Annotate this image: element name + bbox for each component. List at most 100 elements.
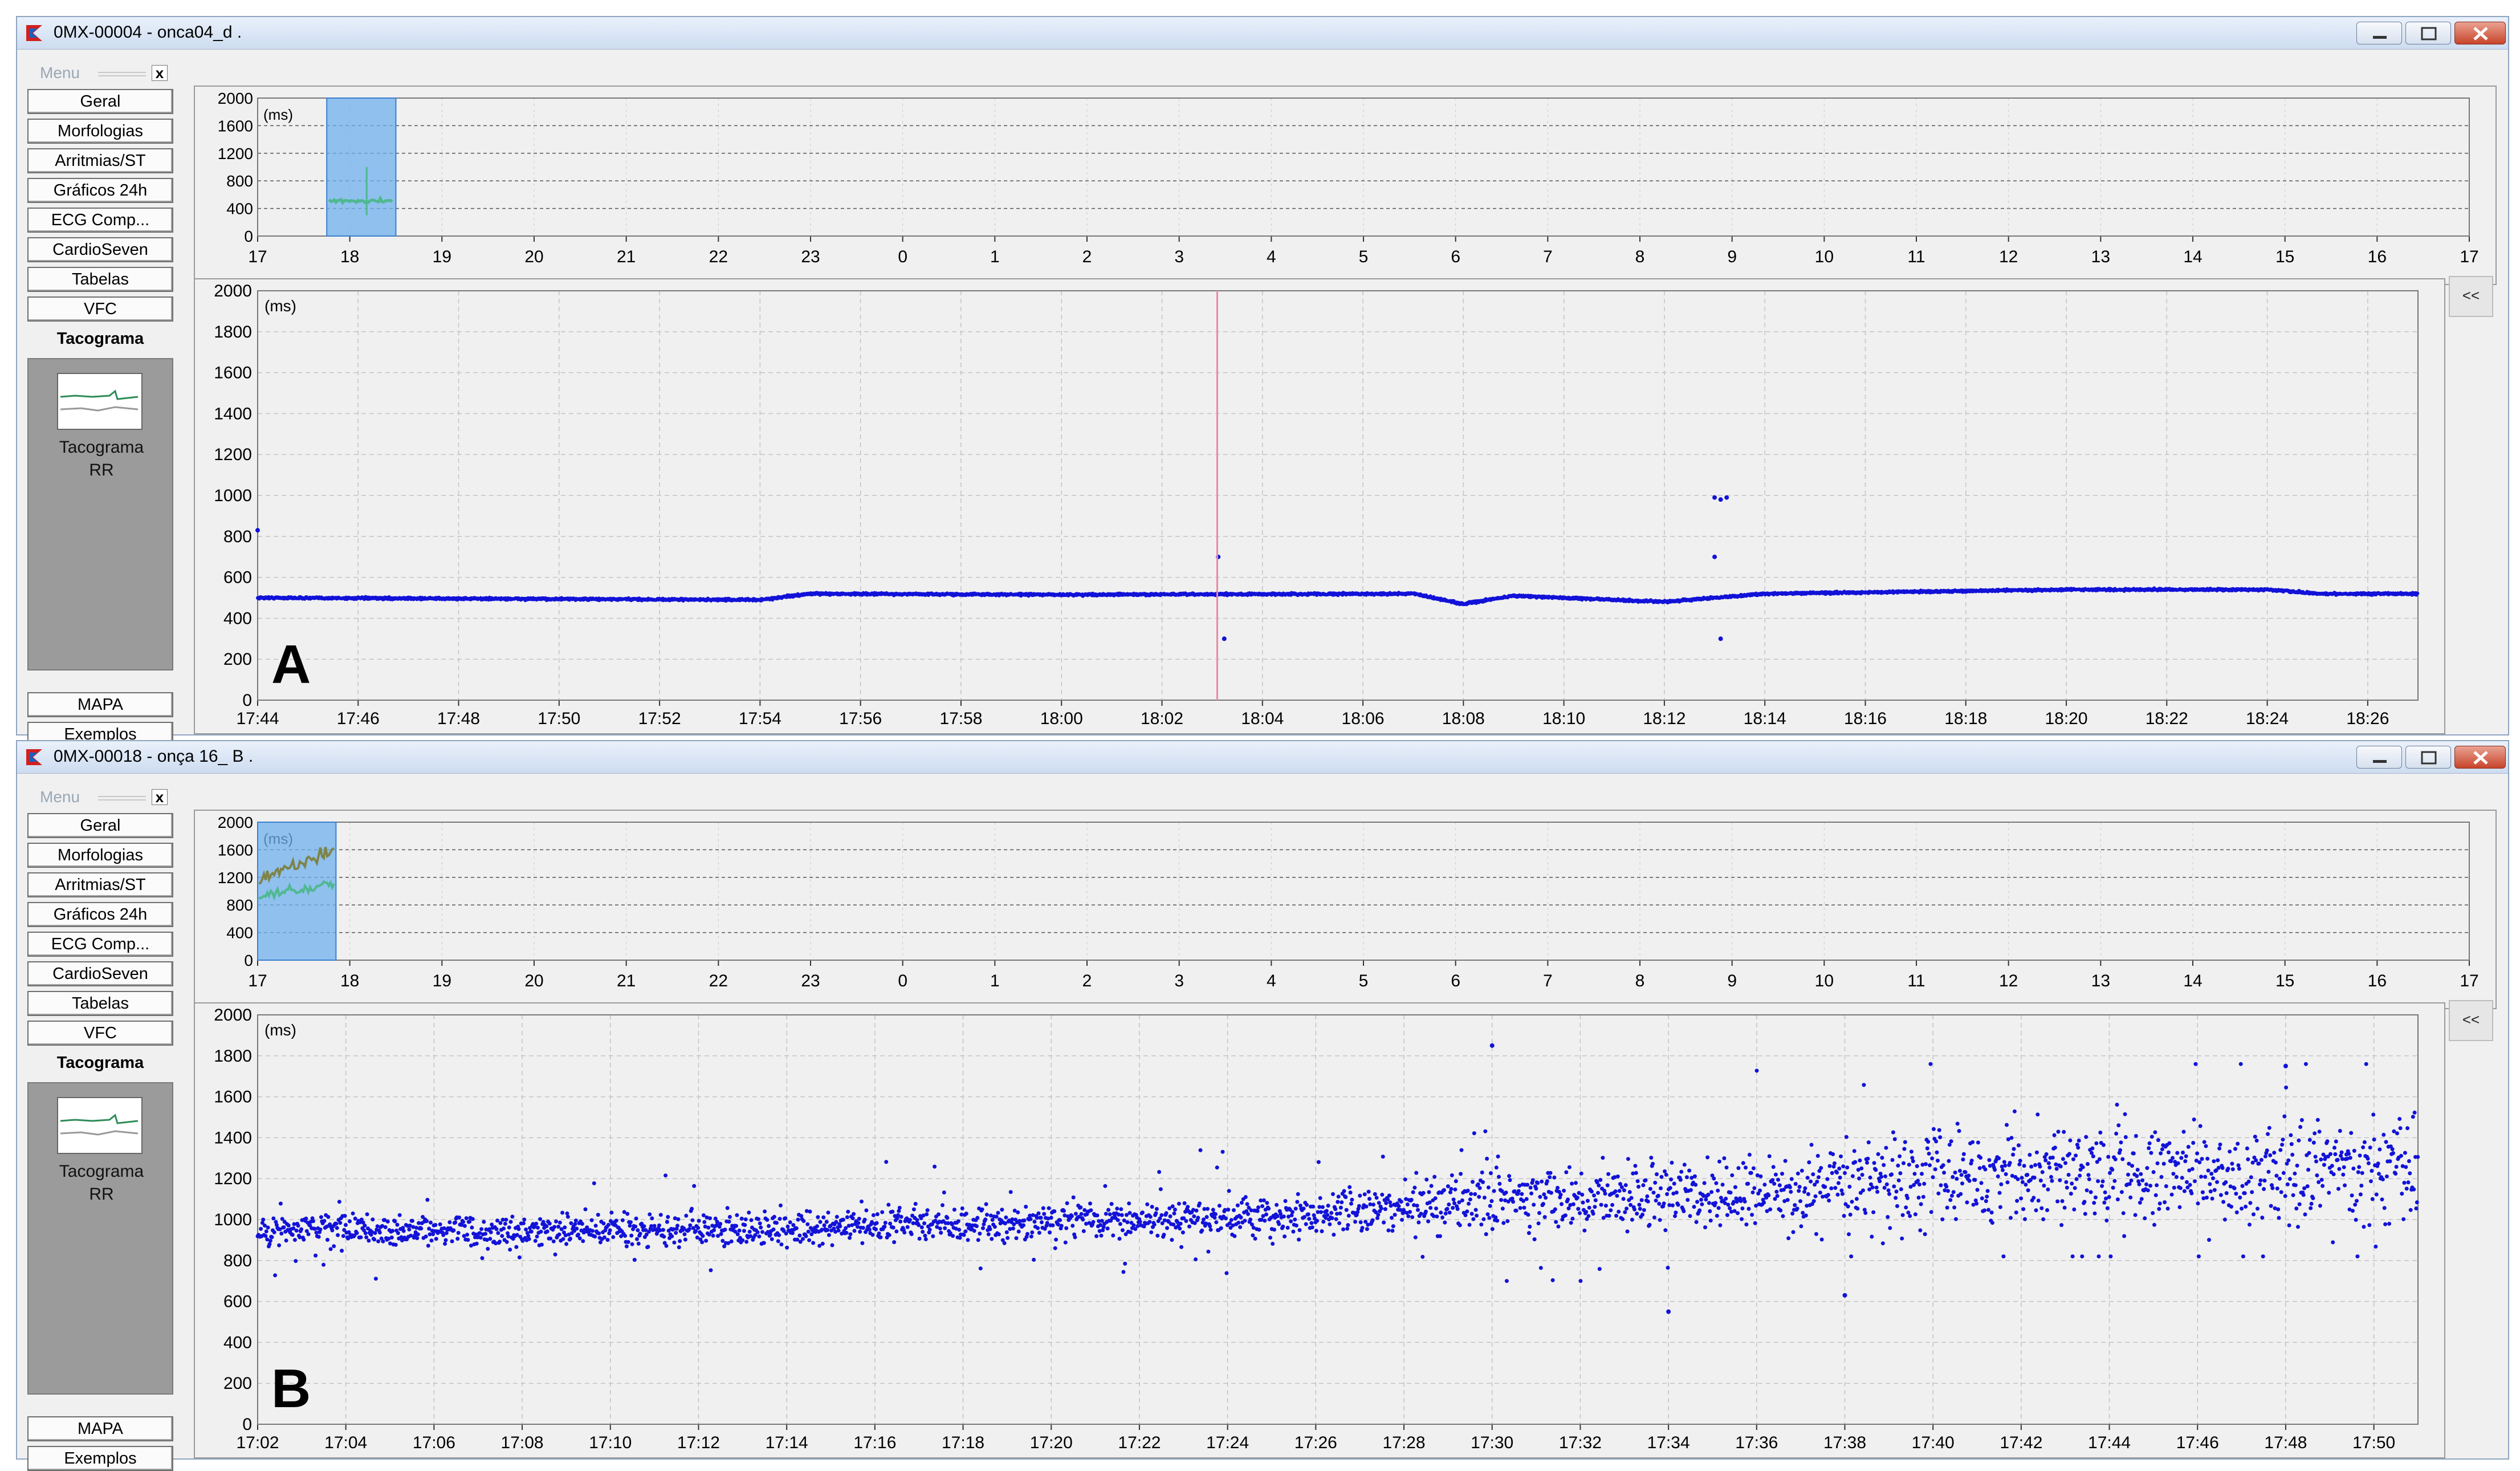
tachogram-x-tick: 17:58 — [939, 709, 982, 728]
overview-y-tick: 400 — [226, 200, 253, 218]
tachogram-x-tick: 17:46 — [337, 709, 380, 728]
overview-x-tick: 0 — [898, 247, 907, 266]
overview-y-tick: 0 — [244, 227, 253, 245]
maximize-button[interactable] — [2405, 22, 2451, 44]
overview-x-tick: 17 — [2460, 247, 2478, 266]
tachogram-x-tick: 18:18 — [1944, 709, 1987, 728]
tachogram-x-tick: 18:10 — [1542, 709, 1585, 728]
minimize-button[interactable] — [2356, 22, 2402, 44]
overview-x-tick: 22 — [709, 247, 728, 266]
tacograma-submenu-panel: Tacograma RR — [27, 358, 173, 671]
tachogram-x-tick: 18:12 — [1643, 709, 1686, 728]
overview-x-tick: 15 — [2275, 247, 2294, 266]
tachogram-y-tick: 2000 — [214, 282, 252, 300]
overview-x-tick: 9 — [1727, 247, 1737, 266]
overview-unit-label: (ms) — [263, 106, 293, 123]
overview-x-tick: 7 — [1543, 247, 1553, 266]
rr-points — [255, 495, 2419, 641]
submenu-label-tacograma[interactable]: Tacograma — [29, 438, 174, 457]
menu-grip[interactable] — [98, 72, 146, 76]
menu-item-cardioseven[interactable]: CardioSeven — [27, 237, 173, 262]
menu-item-mapa[interactable]: MAPA — [27, 692, 173, 717]
tacograma-window-a: 0MX-00004 - onca04_d . Menu x Geral Morf… — [16, 16, 2509, 735]
tachogram-x-tick: 18:00 — [1040, 709, 1083, 728]
menu-item-morfologias[interactable]: Morfologias — [27, 119, 173, 144]
overview-x-tick: 1 — [990, 247, 1000, 266]
tachogram-y-tick: 200 — [223, 650, 252, 669]
overview-x-tick: 6 — [1451, 247, 1460, 266]
tachogram-x-tick: 18:04 — [1241, 709, 1284, 728]
tachogram-y-tick: 800 — [223, 527, 252, 546]
overview-x-tick: 21 — [617, 247, 636, 266]
menu-item-graficos-24h[interactable]: Gráficos 24h — [27, 178, 173, 203]
overview-x-tick: 19 — [433, 247, 451, 266]
overview-selection-window — [327, 98, 396, 236]
menu-item-ecg-comp[interactable]: ECG Comp... — [27, 208, 173, 233]
tachogram-y-tick: 1200 — [214, 445, 252, 464]
window-title: 0MX-00004 - onca04_d . — [54, 23, 242, 42]
tachogram-x-tick: 18:14 — [1744, 709, 1786, 728]
tachogram-unit-label: (ms) — [264, 297, 296, 315]
tachogram-x-tick: 17:44 — [236, 709, 279, 728]
tachogram-x-tick: 17:56 — [839, 709, 882, 728]
overview-x-tick: 14 — [2183, 247, 2202, 266]
minimize-icon — [2357, 22, 2403, 45]
tachogram-x-tick: 18:24 — [2246, 709, 2289, 728]
overview-x-tick: 16 — [2368, 247, 2387, 266]
tachogram-plot[interactable]: 200018001600140012001000800600400200017:… — [195, 279, 2444, 733]
menu-header: Menu x — [23, 63, 180, 83]
menu-item-geral[interactable]: Geral — [27, 89, 173, 114]
overview-x-tick: 11 — [1907, 247, 1925, 266]
overview-x-tick: 12 — [1999, 247, 2018, 266]
menu-title: Menu — [40, 64, 80, 82]
tachogram-x-tick: 17:50 — [538, 709, 580, 728]
tachogram-x-tick: 18:02 — [1141, 709, 1183, 728]
overview-x-tick: 23 — [801, 247, 820, 266]
overview-x-tick: 2 — [1082, 247, 1092, 266]
tachogram-y-tick: 600 — [223, 568, 252, 587]
overview-x-tick: 8 — [1635, 247, 1645, 266]
tachogram-y-tick: 1800 — [214, 323, 252, 342]
tachogram-y-tick: 1400 — [214, 404, 252, 423]
menu-item-arritmias-st[interactable]: Arritmias/ST — [27, 148, 173, 173]
overview-x-tick: 20 — [524, 247, 543, 266]
tachogram-x-tick: 18:08 — [1442, 709, 1485, 728]
tachogram-y-tick: 1600 — [214, 364, 252, 383]
overview-y-tick: 800 — [226, 172, 253, 190]
menu-item-vfc[interactable]: VFC — [27, 296, 173, 322]
tachogram-x-tick: 18:16 — [1844, 709, 1887, 728]
app-logo-icon — [22, 22, 47, 44]
tachogram-x-tick: 18:06 — [1342, 709, 1385, 728]
tachogram-thumbnail-icon[interactable] — [57, 373, 143, 430]
overview-x-tick: 17 — [248, 247, 267, 266]
overview-x-tick: 3 — [1174, 247, 1184, 266]
panel-letter: A — [271, 634, 311, 695]
menu-close-button[interactable]: x — [152, 65, 168, 81]
overview-x-tick: 4 — [1267, 247, 1276, 266]
tachogram-x-tick: 18:22 — [2146, 709, 2188, 728]
tachogram-y-tick: 1000 — [214, 486, 252, 505]
tachogram-x-tick: 18:26 — [2346, 709, 2389, 728]
menu-item-tabelas[interactable]: Tabelas — [27, 267, 173, 292]
title-bar: 0MX-00004 - onca04_d . — [17, 17, 2508, 50]
tachogram-y-tick: 0 — [242, 691, 252, 710]
overview-x-tick: 10 — [1815, 247, 1834, 266]
overview-y-tick: 2000 — [218, 90, 253, 107]
overview-y-tick: 1200 — [218, 145, 253, 162]
overview-x-tick: 5 — [1359, 247, 1369, 266]
overview-x-tick: 18 — [340, 247, 359, 266]
overview-y-tick: 1600 — [218, 117, 253, 135]
menu-item-tacograma[interactable]: Tacograma — [27, 326, 173, 351]
close-button[interactable] — [2454, 22, 2506, 44]
overview-x-tick: 13 — [2091, 247, 2110, 266]
tachogram-x-tick: 18:20 — [2045, 709, 2087, 728]
tachogram-x-tick: 17:48 — [437, 709, 480, 728]
submenu-label-rr[interactable]: RR — [29, 461, 174, 480]
close-icon — [2455, 22, 2506, 45]
tachogram-x-tick: 17:54 — [739, 709, 781, 728]
tachogram-x-tick: 17:52 — [638, 709, 681, 728]
maximize-icon — [2406, 22, 2452, 45]
